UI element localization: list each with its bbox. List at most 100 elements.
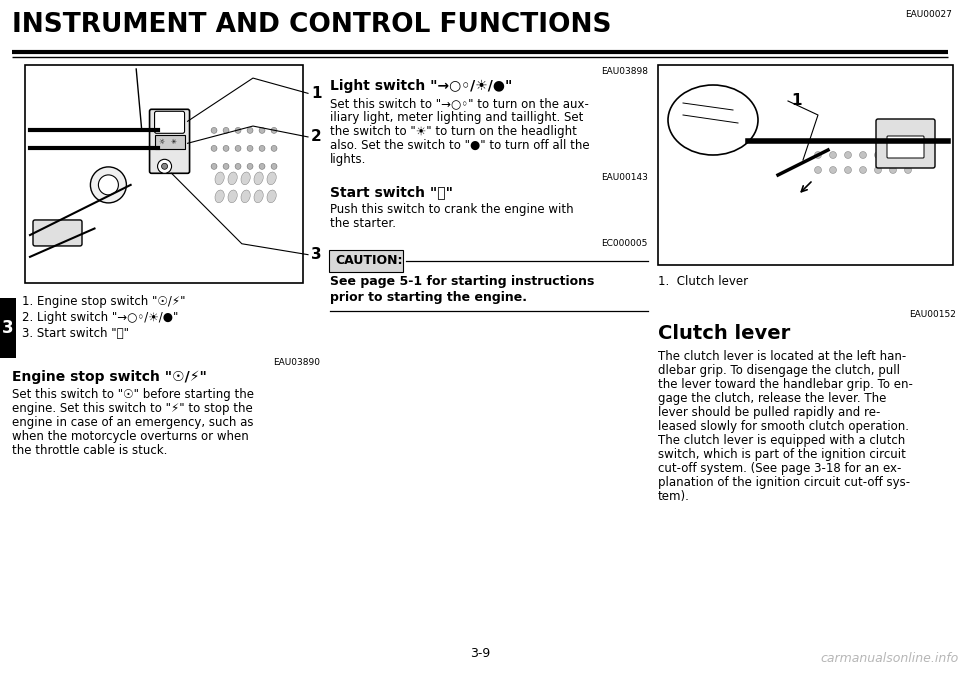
Text: 2. Light switch "→○◦/☀/●": 2. Light switch "→○◦/☀/●" (22, 311, 179, 324)
Ellipse shape (267, 190, 276, 203)
Circle shape (845, 166, 852, 174)
FancyBboxPatch shape (150, 109, 189, 173)
Circle shape (157, 160, 172, 173)
Circle shape (235, 164, 241, 169)
FancyBboxPatch shape (887, 136, 924, 158)
Text: the lever toward the handlebar grip. To en-: the lever toward the handlebar grip. To … (658, 378, 913, 391)
Text: EC000005: EC000005 (602, 239, 648, 248)
Circle shape (814, 166, 822, 174)
Text: 1: 1 (311, 86, 322, 101)
Circle shape (235, 145, 241, 151)
Text: prior to starting the engine.: prior to starting the engine. (330, 291, 527, 304)
Text: dlebar grip. To disengage the clutch, pull: dlebar grip. To disengage the clutch, pu… (658, 364, 900, 377)
Text: 1.  Clutch lever: 1. Clutch lever (658, 275, 748, 288)
Text: The clutch lever is located at the left han-: The clutch lever is located at the left … (658, 350, 906, 363)
Circle shape (890, 151, 897, 158)
Ellipse shape (215, 190, 225, 203)
Text: Light switch "→○◦/☀/●": Light switch "→○◦/☀/●" (330, 79, 513, 93)
Text: EAU00143: EAU00143 (601, 173, 648, 182)
Circle shape (271, 128, 277, 133)
Text: EAU03890: EAU03890 (273, 358, 320, 367)
Text: switch, which is part of the ignition circuit: switch, which is part of the ignition ci… (658, 448, 906, 461)
Text: gage the clutch, release the lever. The: gage the clutch, release the lever. The (658, 392, 886, 405)
Text: 3-9: 3-9 (469, 647, 491, 660)
Bar (25, 65, 303, 283)
Circle shape (271, 164, 277, 169)
Circle shape (247, 164, 253, 169)
Circle shape (875, 166, 881, 174)
Ellipse shape (668, 85, 758, 155)
Ellipse shape (228, 172, 237, 185)
Text: EAU00152: EAU00152 (909, 310, 956, 319)
Circle shape (859, 151, 867, 158)
Circle shape (904, 166, 911, 174)
Circle shape (259, 128, 265, 133)
Circle shape (875, 151, 881, 158)
Text: The clutch lever is equipped with a clutch: The clutch lever is equipped with a clut… (658, 434, 905, 447)
Circle shape (98, 175, 118, 195)
Text: Set this switch to "→○◦" to turn on the aux-: Set this switch to "→○◦" to turn on the … (330, 97, 588, 110)
Text: planation of the ignition circuit cut-off sys-: planation of the ignition circuit cut-of… (658, 476, 910, 489)
Bar (658, 65, 953, 265)
Ellipse shape (241, 190, 251, 203)
Circle shape (845, 151, 852, 158)
Text: EAU00027: EAU00027 (905, 10, 952, 19)
Text: 1. Engine stop switch "☉/⚡": 1. Engine stop switch "☉/⚡" (22, 295, 185, 308)
Ellipse shape (215, 172, 225, 185)
Bar (0, 298, 16, 358)
Text: EAU03898: EAU03898 (601, 67, 648, 76)
Text: iliary light, meter lighting and taillight. Set: iliary light, meter lighting and taillig… (330, 111, 584, 124)
Ellipse shape (267, 172, 276, 185)
Text: also. Set the switch to "●" to turn off all the: also. Set the switch to "●" to turn off … (330, 139, 589, 152)
Text: ☼: ☼ (158, 139, 165, 145)
Text: CAUTION:: CAUTION: (335, 255, 402, 268)
Text: engine in case of an emergency, such as: engine in case of an emergency, such as (12, 416, 253, 429)
Text: Engine stop switch "☉/⚡": Engine stop switch "☉/⚡" (12, 370, 206, 384)
Circle shape (235, 128, 241, 133)
Text: when the motorcycle overturns or when: when the motorcycle overturns or when (12, 430, 249, 443)
Circle shape (223, 145, 229, 151)
Text: See page 5-1 for starting instructions: See page 5-1 for starting instructions (330, 275, 594, 288)
Text: 3. Start switch "⏻": 3. Start switch "⏻" (22, 327, 129, 340)
Text: leased slowly for smooth clutch operation.: leased slowly for smooth clutch operatio… (658, 420, 909, 433)
Text: ✳: ✳ (171, 139, 177, 145)
Text: 3: 3 (2, 319, 13, 337)
Circle shape (247, 128, 253, 133)
Circle shape (223, 164, 229, 169)
Circle shape (223, 128, 229, 133)
Text: the starter.: the starter. (330, 217, 396, 230)
Text: lever should be pulled rapidly and re-: lever should be pulled rapidly and re- (658, 406, 880, 419)
Circle shape (90, 167, 127, 203)
Text: tem).: tem). (658, 490, 690, 503)
Text: Clutch lever: Clutch lever (658, 324, 790, 343)
Ellipse shape (228, 190, 237, 203)
Circle shape (271, 145, 277, 151)
Circle shape (247, 145, 253, 151)
Circle shape (859, 166, 867, 174)
Text: lights.: lights. (330, 153, 367, 166)
Text: 1: 1 (791, 93, 802, 108)
Ellipse shape (254, 172, 263, 185)
Ellipse shape (241, 172, 251, 185)
Circle shape (829, 166, 836, 174)
Text: engine. Set this switch to "⚡" to stop the: engine. Set this switch to "⚡" to stop t… (12, 402, 252, 415)
Ellipse shape (254, 190, 263, 203)
Text: carmanualsonline.info: carmanualsonline.info (820, 652, 958, 665)
FancyBboxPatch shape (876, 119, 935, 168)
Circle shape (211, 145, 217, 151)
Text: 3: 3 (311, 247, 322, 262)
Text: Set this switch to "☉" before starting the: Set this switch to "☉" before starting t… (12, 388, 254, 401)
Text: the switch to "☀" to turn on the headlight: the switch to "☀" to turn on the headlig… (330, 125, 577, 138)
FancyBboxPatch shape (329, 250, 403, 272)
FancyBboxPatch shape (33, 220, 82, 246)
Text: the throttle cable is stuck.: the throttle cable is stuck. (12, 444, 167, 457)
Circle shape (890, 166, 897, 174)
Text: cut-off system. (See page 3-18 for an ex-: cut-off system. (See page 3-18 for an ex… (658, 462, 901, 475)
Circle shape (904, 151, 911, 158)
Circle shape (259, 145, 265, 151)
Circle shape (161, 164, 168, 169)
FancyBboxPatch shape (155, 111, 184, 133)
Circle shape (829, 151, 836, 158)
FancyBboxPatch shape (155, 135, 184, 149)
Text: Start switch "⏻": Start switch "⏻" (330, 185, 453, 199)
